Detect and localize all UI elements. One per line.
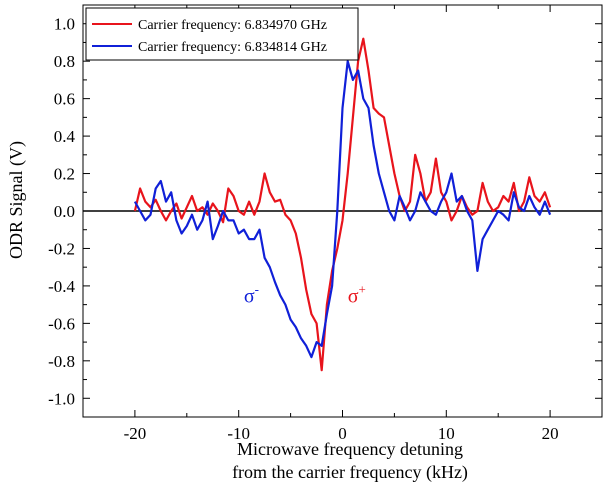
- legend: Carrier frequency: 6.834970 GHz Carrier …: [85, 7, 359, 61]
- x-axis-title-line1: Microwave frequency detuning: [237, 439, 463, 459]
- sigma-label-0: σ-: [244, 281, 259, 307]
- y-tick-label: -0.8: [48, 352, 75, 371]
- legend-box: [85, 7, 359, 61]
- legend-label-blue: Carrier frequency: 6.834814 GHz: [138, 40, 327, 55]
- x-axis-title-line2: from the carrier frequency (kHz): [232, 462, 468, 483]
- y-tick-label: 0.4: [54, 127, 76, 146]
- y-tick-label: 0.2: [54, 165, 75, 184]
- x-tick-label: 20: [542, 424, 559, 443]
- x-axis-ticks: -20 -10 0 10 20: [82, 5, 603, 443]
- x-tick-label: -10: [227, 424, 250, 443]
- legend-label-red: Carrier frequency: 6.834970 GHz: [138, 18, 327, 33]
- x-tick-label: 10: [438, 424, 455, 443]
- y-tick-label: 0.6: [54, 90, 75, 109]
- y-tick-label: -1.0: [48, 389, 75, 408]
- series-line-0: [133, 37, 552, 372]
- x-tick-label: -20: [124, 424, 147, 443]
- sigma-label-1: σ+: [348, 281, 366, 307]
- y-tick-label: -0.4: [48, 277, 75, 296]
- y-tick-label: 0.0: [54, 202, 75, 221]
- y-tick-label: 1.0: [54, 15, 75, 34]
- y-tick-label: -0.6: [48, 314, 75, 333]
- sigma-annotations: σ-σ+: [244, 281, 366, 307]
- y-tick-label: 0.8: [54, 52, 75, 71]
- y-tick-label: -0.2: [48, 239, 75, 258]
- y-axis-ticks: 1.0 0.8 0.6 0.4 0.2 0.0 -0.2 -0.4 -0.6 -0.8 -1.0: [48, 4, 602, 418]
- series-line-1: [133, 60, 552, 359]
- x-tick-label: 0: [338, 424, 347, 443]
- y-axis-title: ODR Signal (V): [6, 141, 27, 259]
- series-lines: [133, 37, 552, 372]
